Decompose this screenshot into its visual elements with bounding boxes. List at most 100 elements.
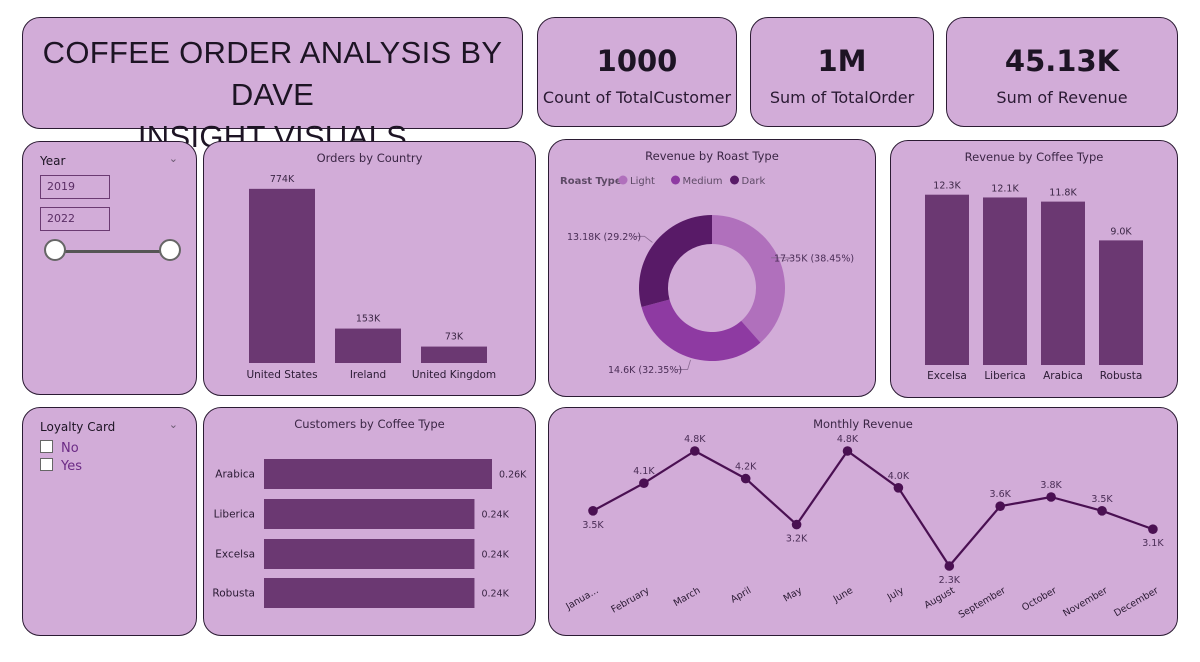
bar — [925, 194, 969, 365]
x-tick-label: Ireland — [350, 369, 386, 381]
bar — [1041, 201, 1085, 365]
bar — [421, 346, 487, 363]
kpi-value: 1000 — [596, 44, 678, 78]
data-label: 4.2K — [735, 462, 757, 473]
page-title-line1: COFFEE ORDER ANALYSIS BY DAVE — [42, 35, 503, 112]
chevron-down-icon[interactable]: ⌄ — [168, 418, 178, 431]
data-label: 3.6K — [990, 489, 1012, 500]
data-point — [842, 446, 853, 456]
legend-title: Roast Type — [560, 176, 622, 187]
data-label: 0.24K — [481, 550, 509, 561]
chevron-down-icon[interactable]: ⌄ — [168, 152, 178, 165]
y-tick-label: Arabica — [215, 469, 255, 481]
data-label: 3.2K — [786, 534, 808, 545]
x-tick-label: Liberica — [984, 370, 1025, 382]
legend-marker — [730, 175, 739, 185]
bar — [264, 578, 475, 608]
x-tick-label: March — [672, 585, 703, 609]
chart-title: Orders by Country — [316, 151, 423, 165]
year-range-start-handle[interactable] — [44, 239, 66, 261]
data-point — [588, 506, 598, 516]
x-tick-label: November — [1061, 585, 1109, 619]
data-point — [944, 561, 955, 571]
bar — [264, 499, 475, 529]
leader-line — [635, 235, 653, 243]
data-label: 4.1K — [633, 466, 655, 477]
revenue-by-coffee-card: Revenue by Coffee Type 12.3K Excelsa 12.1K… — [890, 140, 1178, 398]
legend-marker — [618, 175, 628, 185]
checkbox[interactable] — [40, 458, 53, 471]
chart-title: Customers by Coffee Type — [294, 417, 445, 431]
kpi-card-revenue: 45.13K Sum of Revenue — [946, 17, 1178, 127]
data-label: 13.18K (29.2%) — [567, 232, 641, 243]
data-label: 4.0K — [888, 471, 910, 482]
legend-entry: Medium — [683, 176, 723, 187]
leader-line — [677, 359, 691, 370]
data-point — [1046, 492, 1056, 502]
loyalty-slicer-title: Loyalty Card — [40, 420, 116, 434]
year-range-track[interactable] — [55, 250, 171, 253]
chart-title: Monthly Revenue — [813, 417, 913, 431]
loyalty-slicer: Loyalty Card ⌄ No Yes — [22, 407, 197, 636]
kpi-label: Sum of TotalOrder — [769, 88, 915, 107]
data-label: 0.26K — [499, 470, 527, 481]
data-label: 12.1K — [991, 183, 1019, 194]
x-tick-label: October — [1020, 585, 1059, 614]
x-tick-label: February — [609, 585, 651, 616]
x-tick-label: December — [1112, 585, 1160, 619]
orders-by-country-card: Orders by Country 774K United States 153K I… — [203, 141, 536, 396]
donut-slice — [712, 215, 785, 343]
x-tick-label: Excelsa — [927, 370, 967, 382]
data-label: 3.5K — [582, 520, 604, 531]
data-label: 9.0K — [1110, 226, 1132, 237]
data-point — [791, 519, 802, 530]
data-label: 0.24K — [481, 589, 509, 600]
monthly-revenue-chart: 3.5K Janua... 4.1K February 4.8K March 4.2K Apr… — [563, 434, 1164, 621]
revenue-by-roast-chart: Roast Type Light Medium Dark 17.35K (38.45%)… — [560, 175, 854, 376]
data-point — [690, 446, 700, 456]
data-label: 2.3K — [939, 575, 961, 586]
x-tick-label: April — [729, 585, 753, 605]
year-slicer: Year ⌄ 2019 2022 — [22, 141, 197, 395]
loyalty-option-yes[interactable]: Yes — [40, 458, 82, 474]
y-tick-label: Robusta — [212, 588, 255, 600]
data-label: 153K — [356, 314, 381, 325]
data-point — [1148, 524, 1158, 534]
data-point — [995, 501, 1005, 511]
year-end-input[interactable]: 2022 — [40, 207, 110, 231]
monthly-revenue-card: Monthly Revenue 3.5K Janua... 4.1K February… — [548, 407, 1178, 636]
kpi-card-orders: 1M Sum of TotalOrder — [750, 17, 934, 127]
x-tick-label: July — [885, 585, 906, 604]
year-slicer-title: Year — [40, 154, 66, 168]
legend-entry: Dark — [742, 176, 766, 187]
revenue-by-roast-card: Revenue by Roast Type Roast Type Light Med… — [548, 139, 876, 397]
series-line — [592, 449, 1154, 568]
x-tick-label: United States — [246, 369, 317, 381]
y-tick-label: Excelsa — [215, 549, 255, 561]
data-label: 4.8K — [837, 434, 859, 445]
bar — [264, 459, 492, 489]
data-label: 17.35K (38.45%) — [774, 253, 854, 264]
x-tick-label: Robusta — [1100, 370, 1143, 382]
checkbox[interactable] — [40, 440, 53, 453]
year-range-end-handle[interactable] — [159, 239, 181, 261]
data-label: 14.6K (32.35%) — [608, 365, 682, 376]
legend-marker — [671, 175, 680, 185]
page-title: COFFEE ORDER ANALYSIS BY DAVE INSIGHT VI… — [23, 32, 522, 158]
x-tick-label: June — [831, 585, 855, 605]
x-tick-label: United Kingdom — [412, 369, 496, 381]
title-card: COFFEE ORDER ANALYSIS BY DAVE INSIGHT VI… — [22, 17, 523, 154]
orders-by-country-chart: 774K United States 153K Ireland 73K United Ki… — [246, 174, 496, 381]
bar — [335, 328, 401, 363]
bar — [249, 188, 315, 363]
leader-line — [771, 257, 792, 262]
data-label: 0.24K — [481, 510, 509, 521]
data-label: 3.1K — [1142, 538, 1164, 549]
loyalty-option-no[interactable]: No — [40, 440, 79, 456]
customers-by-coffee-chart: Arabica 0.26K Liberica 0.24K Excelsa 0.24K Rob… — [212, 459, 527, 608]
option-label: No — [61, 441, 79, 456]
data-label: 12.3K — [933, 181, 961, 192]
year-start-input[interactable]: 2019 — [40, 175, 110, 199]
chart-title: Revenue by Roast Type — [645, 149, 779, 163]
x-tick-label: May — [782, 585, 805, 605]
